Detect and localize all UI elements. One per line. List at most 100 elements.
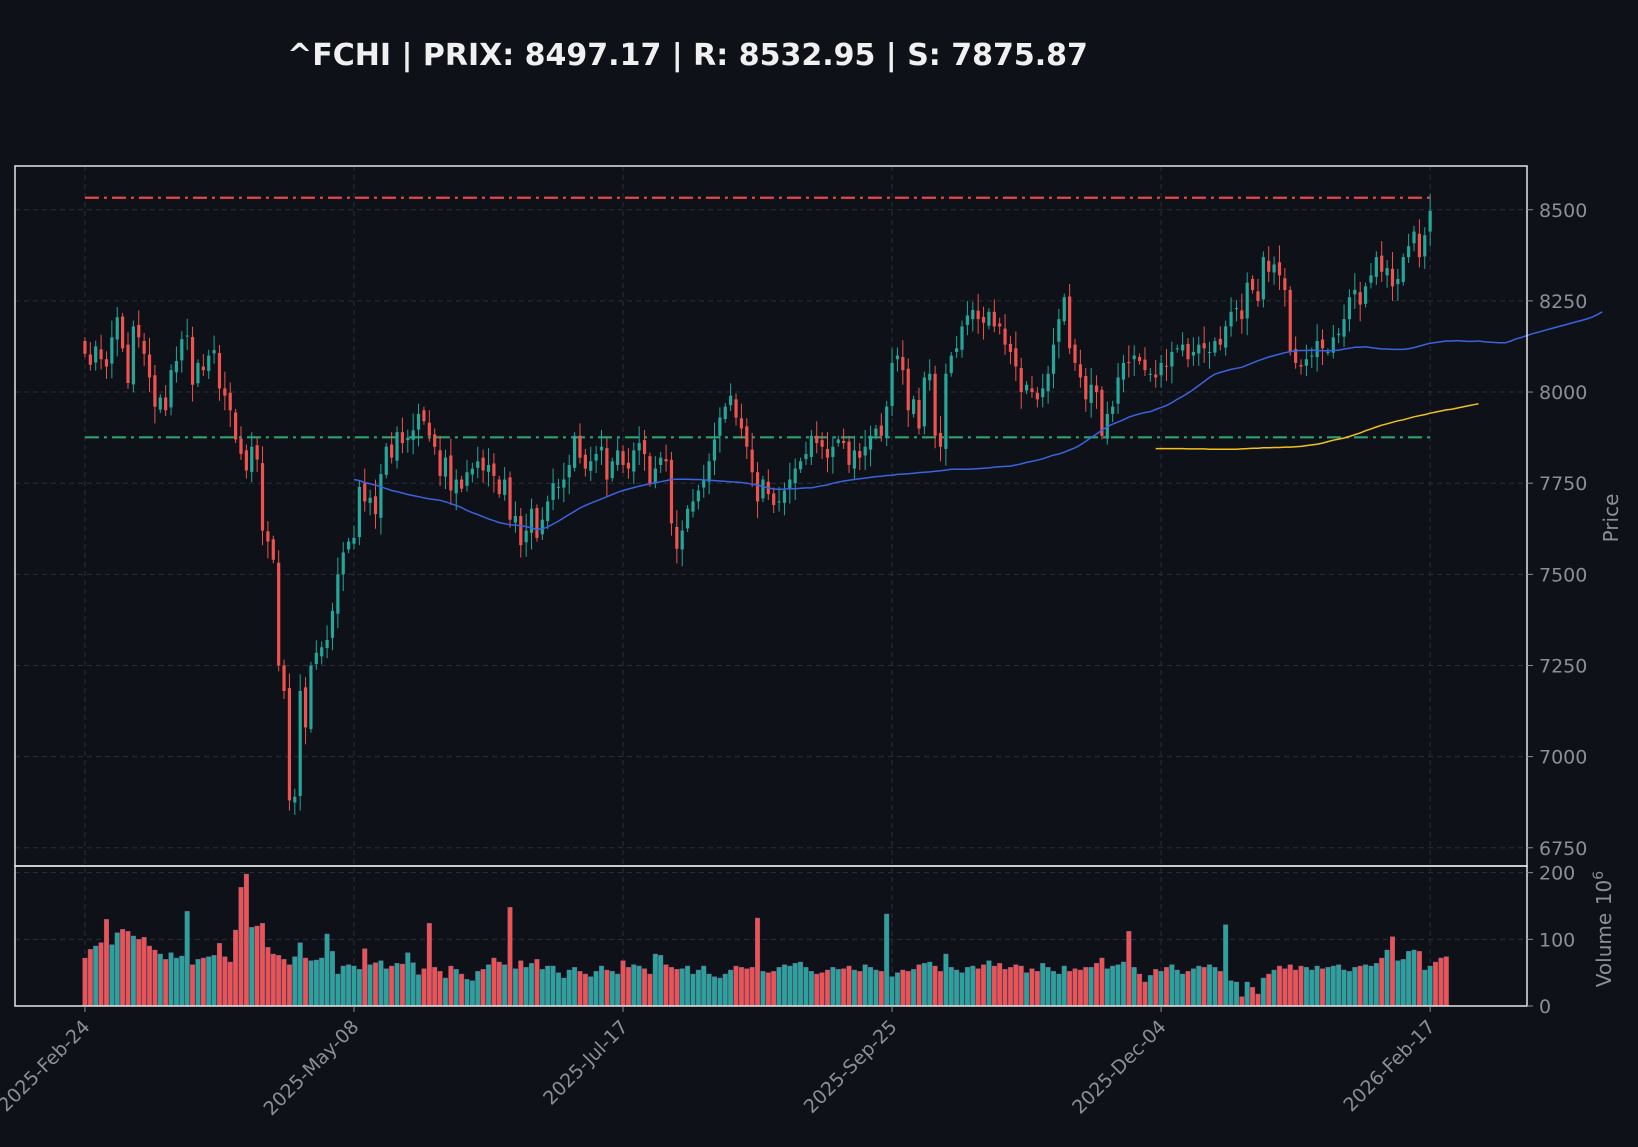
volume-bar xyxy=(905,971,911,1007)
candle-body xyxy=(271,539,275,560)
candle-body xyxy=(1224,326,1228,348)
candle xyxy=(1014,331,1018,382)
volume-bar xyxy=(469,980,475,1007)
candle-body xyxy=(1089,384,1093,403)
volume-bar xyxy=(1239,996,1245,1007)
candle-body xyxy=(1181,344,1185,351)
candle-body xyxy=(718,417,722,436)
candle-body xyxy=(1084,376,1088,400)
candle xyxy=(928,359,932,391)
volume-bar xyxy=(211,955,217,1007)
volume-bar xyxy=(238,887,244,1007)
candle-body xyxy=(949,355,953,374)
candle xyxy=(1186,338,1190,368)
candle xyxy=(1089,367,1093,418)
volume-bar xyxy=(1303,967,1309,1007)
candle xyxy=(1304,344,1308,376)
volume-bar xyxy=(701,965,707,1007)
volume-bar xyxy=(625,967,631,1007)
volume-bar xyxy=(1120,961,1126,1007)
candle-body xyxy=(675,526,679,549)
volume-bar xyxy=(1233,981,1239,1007)
candle xyxy=(486,448,491,487)
candle-body xyxy=(702,479,706,488)
volume-bar xyxy=(970,965,976,1007)
candle xyxy=(1132,345,1136,376)
candle-body xyxy=(1046,373,1050,392)
candle-body xyxy=(1132,355,1136,360)
volume-bar xyxy=(1142,981,1148,1007)
candle xyxy=(438,435,442,487)
candle-body xyxy=(1390,268,1395,287)
candle-body xyxy=(481,457,485,471)
candle-body xyxy=(513,516,518,523)
candle-body xyxy=(1347,297,1352,320)
candle xyxy=(1261,251,1265,308)
volume-bar xyxy=(1110,965,1116,1007)
candle-body xyxy=(131,326,135,385)
candle xyxy=(1283,268,1287,307)
candle xyxy=(131,320,135,393)
price-tick-label: 8250 xyxy=(1539,291,1587,313)
volume-bar xyxy=(1223,924,1229,1007)
candle xyxy=(1143,347,1147,376)
candle xyxy=(94,340,98,371)
candle-body xyxy=(798,461,803,470)
volume-bar xyxy=(383,968,389,1007)
candle xyxy=(1024,381,1029,395)
candle-body xyxy=(1035,392,1039,400)
candle-body xyxy=(1401,257,1405,282)
candle-body xyxy=(933,373,937,436)
candle xyxy=(282,659,286,700)
volume-bar xyxy=(1443,956,1449,1007)
candle xyxy=(648,452,652,487)
volume-bar xyxy=(292,956,298,1007)
candle-body xyxy=(578,435,582,458)
chart-title: ^FCHI | PRIX: 8497.17 | R: 8532.95 | S: … xyxy=(287,38,1088,73)
candle-body xyxy=(395,432,399,461)
candle-body xyxy=(583,454,587,469)
candle xyxy=(1423,227,1427,269)
candle xyxy=(546,495,550,530)
candle xyxy=(1019,357,1023,409)
candle xyxy=(1051,327,1056,389)
volume-bar xyxy=(1427,965,1433,1007)
volume-bar xyxy=(900,969,906,1007)
candle-body xyxy=(1310,355,1314,357)
volume-bar xyxy=(389,965,395,1007)
volume-bar xyxy=(1018,965,1024,1007)
candle xyxy=(642,429,647,471)
volume-bar xyxy=(421,968,427,1007)
candle xyxy=(761,475,765,503)
candle xyxy=(955,335,959,358)
candle xyxy=(868,425,873,467)
candle xyxy=(788,462,792,504)
candle xyxy=(341,542,345,592)
volume-bar xyxy=(416,974,422,1007)
candle-body xyxy=(1121,362,1126,380)
candle xyxy=(605,437,609,497)
volume-bar xyxy=(152,949,158,1007)
volume-bar xyxy=(222,956,228,1007)
candle xyxy=(465,459,469,492)
volume-bar xyxy=(792,963,798,1007)
candle xyxy=(400,417,405,454)
candle-body xyxy=(917,400,921,429)
candle-body xyxy=(147,354,152,378)
candle-body xyxy=(244,450,248,471)
candle xyxy=(503,467,507,501)
candle xyxy=(190,326,195,402)
candle-body xyxy=(1240,310,1244,320)
volume-bar xyxy=(760,971,766,1007)
candle-body xyxy=(734,399,738,418)
volume-bar xyxy=(136,939,142,1007)
candle-body xyxy=(363,483,367,502)
candle-body xyxy=(1116,377,1120,404)
candle xyxy=(1111,400,1115,422)
candle xyxy=(147,337,152,393)
volume-bar xyxy=(534,959,540,1007)
candle xyxy=(309,661,313,733)
candle xyxy=(1191,337,1195,366)
candle xyxy=(513,501,518,533)
volume-bar xyxy=(432,967,438,1007)
